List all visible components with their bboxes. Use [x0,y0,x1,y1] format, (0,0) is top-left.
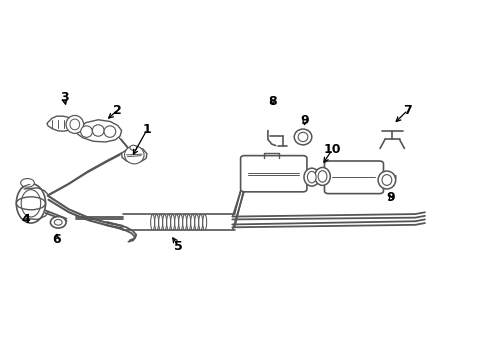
Ellipse shape [178,215,182,230]
Ellipse shape [294,129,311,145]
Ellipse shape [54,220,62,225]
Text: 2: 2 [113,104,122,117]
Ellipse shape [194,215,198,230]
Text: 5: 5 [174,240,183,253]
Ellipse shape [170,215,174,230]
Ellipse shape [183,215,186,230]
FancyBboxPatch shape [324,161,383,194]
Ellipse shape [307,171,316,183]
FancyBboxPatch shape [240,156,306,192]
Ellipse shape [314,167,330,185]
Ellipse shape [318,171,326,182]
Ellipse shape [381,175,391,185]
Ellipse shape [66,116,83,134]
Ellipse shape [104,126,116,137]
Ellipse shape [163,215,166,230]
Ellipse shape [377,171,395,189]
Ellipse shape [304,168,319,186]
Ellipse shape [16,184,45,223]
Ellipse shape [186,215,190,230]
Polygon shape [122,147,147,163]
Text: 9: 9 [300,114,308,127]
Ellipse shape [21,190,41,217]
Polygon shape [47,116,75,131]
Ellipse shape [298,132,307,141]
Ellipse shape [150,215,154,230]
Text: 3: 3 [60,91,68,104]
Ellipse shape [50,217,66,228]
Ellipse shape [190,215,194,230]
Text: 7: 7 [403,104,411,117]
Polygon shape [76,120,122,142]
Ellipse shape [92,125,104,136]
Text: 4: 4 [21,213,30,226]
Text: 6: 6 [52,233,61,246]
Text: 1: 1 [142,123,151,136]
Ellipse shape [81,126,92,137]
Ellipse shape [130,145,137,150]
Ellipse shape [203,215,206,230]
Ellipse shape [20,179,34,187]
Ellipse shape [154,215,158,230]
Ellipse shape [159,215,163,230]
Ellipse shape [70,119,80,130]
Ellipse shape [174,215,178,230]
Ellipse shape [198,215,202,230]
Ellipse shape [124,146,144,164]
Text: 10: 10 [323,143,340,156]
Text: 9: 9 [386,192,394,204]
Ellipse shape [166,215,170,230]
Text: 8: 8 [268,95,277,108]
